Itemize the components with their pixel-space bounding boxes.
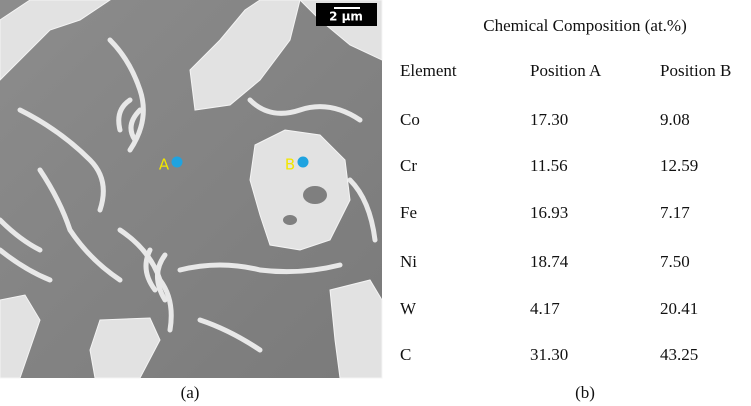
table-header: Element (400, 61, 457, 80)
point-marker (171, 156, 183, 168)
table-cell: 16.93 (530, 203, 568, 222)
point-label: B (285, 156, 295, 174)
table-cell: W (400, 299, 417, 318)
table-cell: 9.08 (660, 110, 690, 129)
table-cell: 20.41 (660, 299, 698, 318)
table-title: Chemical Composition (at.%) (483, 16, 687, 35)
table-header: Position B (660, 61, 731, 80)
table-cell: 12.59 (660, 156, 698, 175)
table-cell: Co (400, 110, 420, 129)
table-cell: Cr (400, 156, 417, 175)
table-cell: 7.50 (660, 252, 690, 271)
table-cell: 31.30 (530, 345, 568, 364)
table-cell: 7.17 (660, 203, 690, 222)
table: Element Position A Position B Co 17.30 9.08 Cr… (400, 61, 731, 364)
table-cell: 18.74 (530, 252, 569, 271)
table-cell: Fe (400, 203, 417, 222)
table-header: Position A (530, 61, 602, 80)
scale-bar-label: 2 µm (329, 10, 363, 24)
table-cell: Ni (400, 252, 417, 271)
sem-image: 2 µm A B (0, 0, 383, 379)
table-cell: 11.56 (530, 156, 568, 175)
table-cell: C (400, 345, 411, 364)
table-cell: 43.25 (660, 345, 698, 364)
table-cell: 17.30 (530, 110, 568, 129)
table-cell: 4.17 (530, 299, 560, 318)
point-marker (297, 156, 309, 168)
caption: (b) (575, 383, 595, 402)
point-label: A (159, 156, 170, 174)
caption: (a) (181, 383, 200, 402)
